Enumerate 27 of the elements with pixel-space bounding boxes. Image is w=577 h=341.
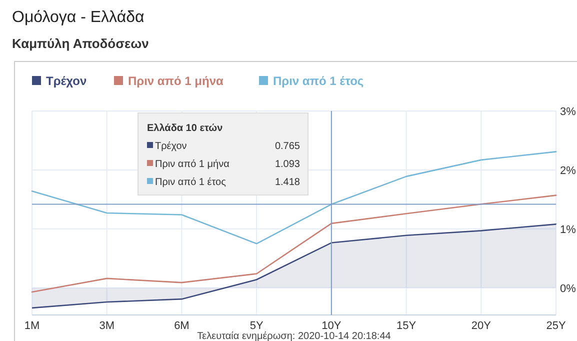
annotation: 1.093 [274,159,300,170]
y-tick-label: 0% [560,282,576,295]
text: Πριν από 1 μήνα [128,74,224,88]
chart-title: Ομόλογα - Ελλάδα [12,9,144,26]
legend-label: Πριν από 1 έτος [155,177,226,188]
x-tick-label: 3M [99,320,114,332]
x-tick-label: 6M [174,320,190,332]
x-tick-label: 5Y [250,320,264,332]
x-tick-label: 10Y [322,320,342,332]
text: Τρέχον [46,74,87,88]
legend-label: Πριν από 1 μήνα [155,159,230,170]
y-tick-label: 3% [560,106,576,118]
annotation: 0.765 [274,141,300,152]
annotation: 1.418 [274,177,300,188]
x-tick-label: 25Y [546,320,566,332]
x-tick-label: 1M [24,320,40,332]
y-tick-label: 1% [560,224,576,236]
chart-subtitle: Καμπύλη Αποδόσεων [12,36,149,51]
line-series [31,151,557,244]
y-tick-label: 2% [560,164,576,177]
text: Πριν από 1 έτος [273,74,364,88]
annotation: Ελλάδα 10 ετών [147,123,224,134]
text: Τελευταία ενημέρωση: 2020-10-14 20:18:44 [197,331,392,341]
legend-label: Τρέχον [155,141,187,152]
line-series [31,194,557,293]
x-tick-label: 20Y [471,320,492,332]
x-tick-label: 15Y [396,320,417,332]
